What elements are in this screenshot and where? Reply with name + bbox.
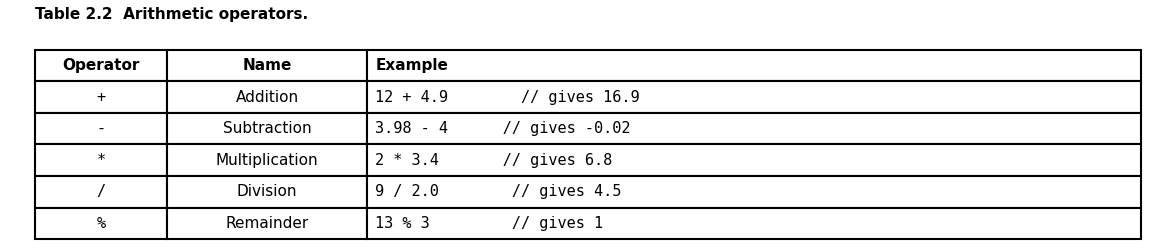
Bar: [366, 50, 1141, 81]
Text: Division: Division: [236, 184, 298, 199]
Bar: [35, 176, 168, 207]
Bar: [168, 50, 366, 81]
Text: -: -: [96, 121, 105, 136]
Text: 9 / 2.0        // gives 4.5: 9 / 2.0 // gives 4.5: [375, 184, 622, 199]
Bar: [168, 207, 366, 239]
Text: 12 + 4.9        // gives 16.9: 12 + 4.9 // gives 16.9: [375, 90, 640, 105]
Text: +: +: [96, 90, 105, 105]
Text: Example: Example: [375, 58, 448, 73]
Bar: [35, 113, 168, 144]
Bar: [366, 207, 1141, 239]
Text: 3.98 - 4      // gives -0.02: 3.98 - 4 // gives -0.02: [375, 121, 631, 136]
Text: Operator: Operator: [63, 58, 140, 73]
Bar: [35, 81, 168, 113]
Bar: [366, 113, 1141, 144]
Text: Name: Name: [242, 58, 292, 73]
Bar: [366, 81, 1141, 113]
Text: Subtraction: Subtraction: [222, 121, 312, 136]
Bar: [168, 176, 366, 207]
Bar: [35, 50, 168, 81]
Text: *: *: [96, 153, 105, 168]
Text: /: /: [96, 184, 105, 199]
Text: Remainder: Remainder: [226, 216, 308, 231]
Bar: [35, 144, 168, 176]
Bar: [35, 207, 168, 239]
Text: Addition: Addition: [235, 90, 299, 105]
Bar: [168, 81, 366, 113]
Text: Table 2.2  Arithmetic operators.: Table 2.2 Arithmetic operators.: [35, 7, 308, 22]
Text: %: %: [96, 216, 105, 231]
Bar: [366, 144, 1141, 176]
Text: 13 % 3         // gives 1: 13 % 3 // gives 1: [375, 216, 603, 231]
Text: 2 * 3.4       // gives 6.8: 2 * 3.4 // gives 6.8: [375, 153, 613, 168]
Text: Multiplication: Multiplication: [215, 153, 318, 168]
Bar: [168, 144, 366, 176]
Bar: [168, 113, 366, 144]
Bar: [366, 176, 1141, 207]
